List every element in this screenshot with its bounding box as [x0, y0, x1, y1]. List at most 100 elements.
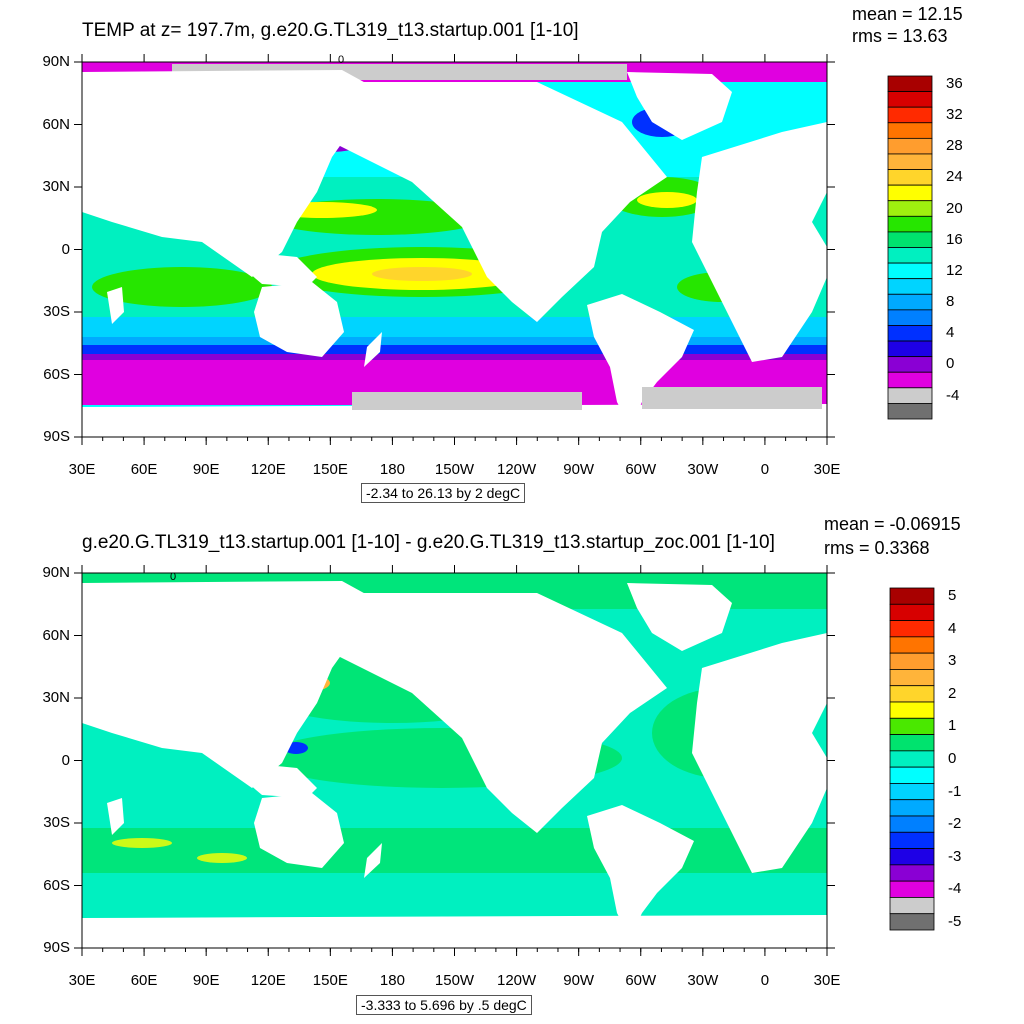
- lat-label-90s: 90S: [43, 428, 70, 445]
- lon-label-30e: 30E: [813, 972, 841, 989]
- lon-label-30w: 30W: [687, 972, 719, 989]
- colorbar-swatch: [887, 91, 933, 108]
- colorbar-label: 2: [948, 684, 957, 702]
- colorbar-swatch: [887, 184, 933, 202]
- colorbar-label: 28: [946, 137, 963, 155]
- colorbar-label: 24: [946, 168, 963, 186]
- colorbar-swatch: [889, 880, 935, 898]
- panel-1-range-note: -2.34 to 26.13 by 2 degC: [361, 483, 526, 503]
- lat-label-30s: 30S: [43, 303, 70, 320]
- colorbar-swatch: [887, 278, 933, 295]
- lon-label-150w: 150W: [434, 461, 475, 478]
- colorbar-swatch: [889, 913, 935, 931]
- panel-2-map: [81, 572, 828, 949]
- lon-label-120e: 120E: [250, 972, 286, 989]
- colorbar-swatch: [887, 247, 933, 264]
- panel-2-range-note: -3.333 to 5.696 by .5 degC: [356, 995, 532, 1015]
- lon-label-150e: 150E: [312, 461, 348, 478]
- lon-label-60w: 60W: [625, 461, 657, 478]
- panel-1-map: [81, 61, 828, 438]
- colorbar-swatch: [887, 231, 933, 248]
- colorbar-swatch: [887, 356, 933, 373]
- colorbar-swatch: [889, 848, 935, 866]
- colorbar-label: 36: [946, 74, 963, 92]
- colorbar-label: 8: [946, 293, 955, 311]
- lon-label-150w: 150W: [434, 972, 475, 989]
- lat-label-90n: 90N: [42, 564, 70, 581]
- colorbar-label: 20: [946, 199, 963, 217]
- panel-1-title: TEMP at z= 197.7m, g.e20.G.TL319_t13.sta…: [82, 20, 579, 41]
- lat-label-30n: 30N: [42, 178, 70, 195]
- lon-label-90e: 90E: [192, 461, 220, 478]
- lat-label-90s: 90S: [43, 939, 70, 956]
- panel-1-contour-label: 0: [338, 54, 345, 66]
- colorbar-label: 32: [946, 105, 963, 123]
- lon-label-30w: 30W: [687, 461, 719, 478]
- colorbar-swatch: [889, 669, 935, 687]
- colorbar-swatch: [889, 799, 935, 817]
- colorbar-swatch: [889, 831, 935, 849]
- lon-label-120w: 120W: [496, 972, 537, 989]
- colorbar-label: 5: [948, 587, 957, 605]
- colorbar-swatch: [887, 293, 933, 311]
- lon-label-180: 180: [379, 461, 405, 478]
- colorbar-swatch: [889, 766, 935, 784]
- lon-label-90w: 90W: [563, 461, 595, 478]
- panel-1-mean: mean = 12.15: [852, 4, 963, 24]
- colorbar-swatch: [889, 652, 935, 670]
- colorbar-label: -3: [948, 847, 962, 865]
- colorbar-swatch: [887, 262, 933, 280]
- lat-label-30n: 30N: [42, 689, 70, 706]
- lon-label-60w: 60W: [625, 972, 657, 989]
- colorbar-swatch: [887, 137, 933, 155]
- colorbar-swatch: [889, 750, 935, 768]
- lon-label-120e: 120E: [250, 461, 286, 478]
- colorbar-swatch: [889, 815, 935, 833]
- colorbar-swatch: [889, 701, 935, 719]
- lon-label-150e: 150E: [312, 972, 348, 989]
- panel-1-colorbar: [887, 75, 933, 420]
- colorbar-swatch: [889, 734, 935, 752]
- colorbar-swatch: [889, 864, 935, 882]
- colorbar-swatch: [889, 717, 935, 735]
- colorbar-swatch: [889, 897, 935, 915]
- lat-label-0: 0: [61, 240, 70, 258]
- colorbar-label: -5: [948, 912, 962, 930]
- lon-label-30e: 30E: [68, 461, 96, 478]
- colorbar-swatch: [887, 325, 933, 342]
- colorbar-swatch: [887, 215, 933, 233]
- colorbar-label: 0: [948, 750, 957, 767]
- lat-label-0: 0: [61, 751, 70, 769]
- colorbar-label: 1: [948, 717, 957, 735]
- colorbar-label: 3: [948, 652, 957, 670]
- colorbar-swatch: [889, 685, 935, 703]
- lon-label-90w: 90W: [563, 972, 595, 989]
- lon-label-0: 0: [760, 972, 770, 989]
- colorbar-swatch: [887, 169, 933, 186]
- lon-label-180: 180: [379, 972, 405, 989]
- colorbar-swatch: [887, 403, 933, 420]
- colorbar-label: 12: [946, 261, 963, 279]
- panel-2-contour-label: 0: [170, 571, 177, 583]
- colorbar-swatch: [889, 636, 935, 654]
- colorbar-swatch: [887, 200, 933, 217]
- lon-label-30e: 30E: [68, 972, 96, 989]
- colorbar-swatch: [887, 106, 933, 124]
- colorbar-label: 4: [948, 619, 957, 637]
- colorbar-label: -1: [948, 782, 962, 800]
- lat-label-60n: 60N: [42, 626, 70, 644]
- panel-2-colorbar: [889, 587, 935, 931]
- lat-label-60n: 60N: [42, 115, 70, 133]
- colorbar-label: 16: [946, 230, 963, 248]
- colorbar-label: -2: [948, 815, 962, 833]
- panel-2-title: g.e20.G.TL319_t13.startup.001 [1-10] - g…: [82, 532, 775, 553]
- lon-label-60e: 60E: [130, 461, 158, 478]
- colorbar-swatch: [889, 603, 935, 621]
- colorbar-label: 4: [946, 324, 955, 342]
- colorbar-swatch: [889, 620, 935, 638]
- colorbar-label: -4: [946, 386, 960, 404]
- lat-label-60s: 60S: [43, 365, 70, 383]
- panel-2-rms: rms = 0.3368: [824, 538, 930, 558]
- colorbar-swatch: [889, 587, 935, 605]
